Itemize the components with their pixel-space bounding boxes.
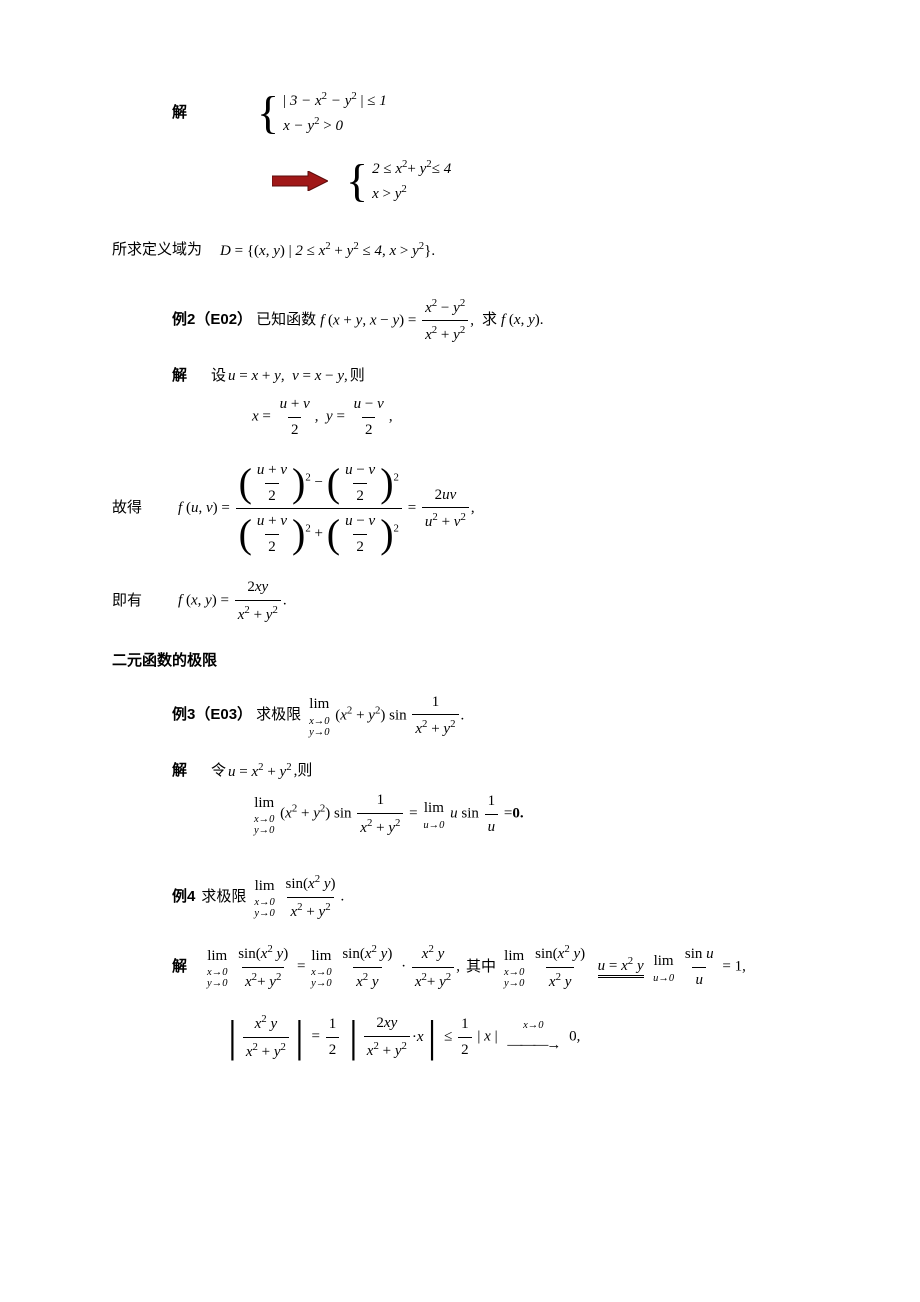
ex4-code: 4 <box>187 886 195 909</box>
label-example-3: 例 <box>172 704 187 727</box>
ex4-line1: 解 limx→0y→0 sin(x2 y)x2+ y2 = limx→0y→0 … <box>112 941 808 993</box>
solution-block-1: 解 { | 3 − x2 − y2 | ≤ 1 x − y2 > 0 <box>112 88 808 138</box>
ex2-xy-expr: x = u + v2, y = u − v2, <box>112 393 808 441</box>
label-solution-4: 解 <box>172 956 187 979</box>
label-that-is: 即有 <box>112 590 142 613</box>
label-find-limit-4: 求极限 <box>201 886 246 909</box>
label-where: 其中 <box>466 956 496 979</box>
label-example-4: 例 <box>172 886 187 909</box>
label-find: 求 <box>482 309 497 332</box>
ex2-fxy: 即有 f (x, y) = 2xyx2 + y2. <box>112 576 808 626</box>
label-example: 例 <box>172 309 187 332</box>
example-2-statement: 例 2（E02） 已知函数 f (x + y, x − y) = x2 − y2… <box>112 295 808 347</box>
eq-system-2: { 2 ≤ x2+ y2≤ 4 x > y2 <box>346 156 451 206</box>
arrow-xto0-icon: x→0 ———→ <box>507 1018 559 1056</box>
label-domain-is: 所求定义域为 <box>112 239 202 262</box>
label-solution: 解 <box>172 102 187 125</box>
label-then-3: 则 <box>297 760 312 783</box>
domain-expr: D = {(x, y) | 2 ≤ x2 + y2 ≤ 4, x > y2}. <box>220 238 435 263</box>
implication-row: { 2 ≤ x2+ y2≤ 4 x > y2 <box>112 156 808 206</box>
ex2-given: f (x + y, x − y) = x2 − y2 x2 + y2 , <box>320 295 474 347</box>
section-title-limits: 二元函数的极限 <box>112 650 808 673</box>
label-known-fn: 已知函数 <box>256 309 316 332</box>
ex3-let: 解 令 u = x2 + y2, 则 <box>112 759 808 784</box>
label-find-limit: 求极限 <box>256 704 301 727</box>
example-4-statement: 例 4 求极限 limx→0y→0 sin(x2 y)x2 + y2. <box>112 871 808 923</box>
ex4-line2: | x2 yx2 + y2 | = 12 | 2xyx2 + y2 · x | … <box>112 1011 808 1063</box>
ex3-code: 3（E03） <box>187 704 252 727</box>
ex2-sub: u = x + y, v = x − y, <box>228 365 348 388</box>
label-solution-2: 解 <box>172 365 187 388</box>
label-set: 设 <box>211 365 226 388</box>
example-3-statement: 例 3（E03） 求极限 lim x→0 y→0 (x2 + y2) sin 1… <box>112 691 808 741</box>
arrow-polygon <box>272 171 328 191</box>
ex2-code: 2（E02） <box>187 309 252 332</box>
label-solution-3: 解 <box>172 760 187 783</box>
eq-system-1: { | 3 − x2 − y2 | ≤ 1 x − y2 > 0 <box>257 88 387 138</box>
ex3-result: limx→0y→0 (x2 + y2) sin 1x2 + y2 = limu→… <box>112 789 808 839</box>
label-then: 则 <box>350 365 365 388</box>
label-let: 令 <box>211 760 226 783</box>
arrow-right-icon <box>272 171 328 191</box>
ex2-find: f (x, y) <box>501 309 540 332</box>
period: . <box>540 309 544 332</box>
ex2-solution-let: 解 设 u = x + y, v = x − y, 则 <box>112 365 808 388</box>
domain-result: 所求定义域为 D = {(x, y) | 2 ≤ x2 + y2 ≤ 4, x … <box>112 238 808 263</box>
ex2-fuv: 故得 f (u, v) = (u + v2)2 − (u − v2)2 (u +… <box>112 459 808 558</box>
label-hence: 故得 <box>112 497 142 520</box>
